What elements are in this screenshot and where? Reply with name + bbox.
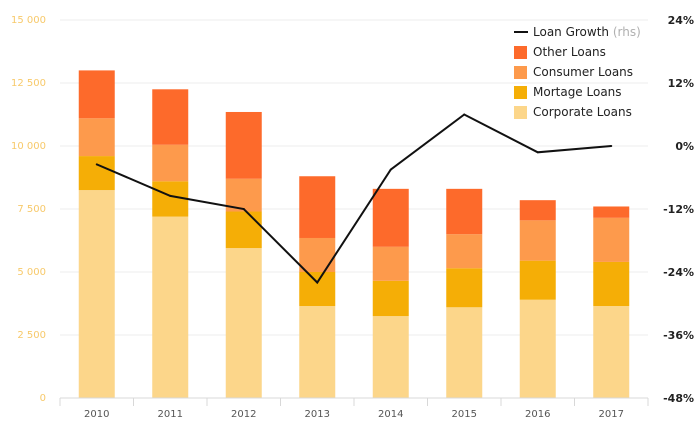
legend-swatch-mortage-loans — [514, 86, 527, 99]
legend-label-consumer-loans: Consumer Loans — [533, 65, 633, 79]
loan-growth-point-2016 — [536, 151, 539, 154]
legend-label-other-loans: Other Loans — [533, 45, 606, 59]
legend-swatch-other-loans — [514, 46, 527, 59]
right-axis: -48% -36% -24% -12% 0% 12% 24% — [663, 14, 694, 405]
left-tick-label: 12 500 — [11, 78, 46, 89]
legend-label-corporate-loans: Corporate Loans — [533, 105, 632, 119]
bar-consumer-loans-2010 — [78, 118, 115, 157]
bar-consumer-loans-2016 — [519, 220, 556, 261]
bar-corporate-loans-2016 — [519, 299, 556, 398]
x-tick-label: 2012 — [231, 409, 256, 420]
loan-growth-point-2011 — [169, 194, 172, 197]
left-tick-label: 10 000 — [11, 141, 46, 152]
left-axis: 0 2 500 5 000 7 500 10 000 12 500 15 000 — [11, 15, 46, 404]
right-tick-label: -48% — [663, 392, 694, 405]
bar-other-loans-2016 — [519, 200, 556, 221]
bar-mortage-loans-2012 — [225, 211, 262, 249]
bar-corporate-loans-2012 — [225, 248, 262, 398]
bar-mortage-loans-2016 — [519, 260, 556, 300]
x-tick-label: 2013 — [305, 409, 330, 420]
bar-other-loans-2017 — [593, 206, 630, 218]
bars — [78, 70, 630, 398]
right-tick-label: 0% — [675, 140, 694, 153]
bar-other-loans-2010 — [78, 70, 115, 119]
bar-other-loans-2011 — [152, 89, 189, 145]
bar-consumer-loans-2014 — [372, 246, 409, 281]
right-tick-label: 24% — [668, 14, 694, 27]
bar-other-loans-2012 — [225, 111, 262, 179]
loan-growth-point-2014 — [389, 168, 392, 171]
bar-consumer-loans-2015 — [446, 234, 483, 269]
bar-mortage-loans-2013 — [299, 272, 336, 307]
bar-consumer-loans-2011 — [152, 144, 189, 182]
bar-other-loans-2015 — [446, 188, 483, 235]
legend-line-name: Loan Growth — [533, 25, 613, 39]
legend-swatch-corporate-loans — [514, 106, 527, 119]
x-tick-label: 2014 — [378, 409, 403, 420]
x-axis: 2010 2011 2012 2013 2014 2015 2016 2017 — [59, 397, 649, 420]
x-tick-label: 2015 — [452, 409, 477, 420]
bar-other-loans-2013 — [299, 176, 336, 238]
right-tick-label: -12% — [663, 203, 694, 216]
left-tick-label: 7 500 — [17, 204, 46, 215]
bar-consumer-loans-2017 — [593, 217, 630, 262]
legend-label-mortage-loans: Mortage Loans — [533, 85, 622, 99]
loan-growth-point-2012 — [242, 208, 245, 210]
x-tick-label: 2017 — [599, 409, 624, 420]
right-tick-label: 12% — [668, 77, 694, 90]
loan-growth-line — [96, 113, 612, 285]
bar-mortage-loans-2010 — [78, 156, 115, 191]
bar-corporate-loans-2014 — [372, 316, 409, 398]
left-tick-label: 5 000 — [17, 267, 46, 278]
right-tick-label: -36% — [663, 329, 694, 342]
bar-mortage-loans-2014 — [372, 280, 409, 317]
x-tick-label: 2010 — [84, 409, 109, 420]
loan-growth-point-2010 — [95, 163, 98, 166]
legend-label-loan-growth: Loan Growth (rhs) — [533, 25, 641, 39]
right-tick-label: -24% — [663, 266, 694, 279]
legend-line-suffix: (rhs) — [613, 25, 641, 39]
bar-corporate-loans-2011 — [152, 216, 189, 398]
bar-corporate-loans-2013 — [299, 306, 336, 398]
legend: Loan Growth (rhs) Other Loans Consumer Loa… — [514, 25, 641, 119]
bar-other-loans-2014 — [372, 188, 409, 247]
bar-corporate-loans-2015 — [446, 307, 483, 398]
x-tick-label: 2011 — [158, 409, 183, 420]
loan-growth-line-group — [95, 113, 613, 285]
bar-consumer-loans-2013 — [299, 237, 336, 272]
loan-growth-point-2017 — [610, 145, 613, 147]
legend-swatch-consumer-loans — [514, 66, 527, 79]
bar-corporate-loans-2010 — [78, 190, 115, 398]
left-tick-label: 15 000 — [11, 15, 46, 26]
bar-mortage-loans-2015 — [446, 268, 483, 308]
loan-growth-point-2013 — [316, 281, 319, 284]
left-tick-label: 0 — [40, 393, 46, 404]
x-tick-label: 2016 — [525, 409, 550, 420]
bar-mortage-loans-2017 — [593, 261, 630, 307]
left-tick-label: 2 500 — [17, 330, 46, 341]
bar-corporate-loans-2017 — [593, 306, 630, 398]
loan-growth-point-2015 — [463, 113, 466, 116]
